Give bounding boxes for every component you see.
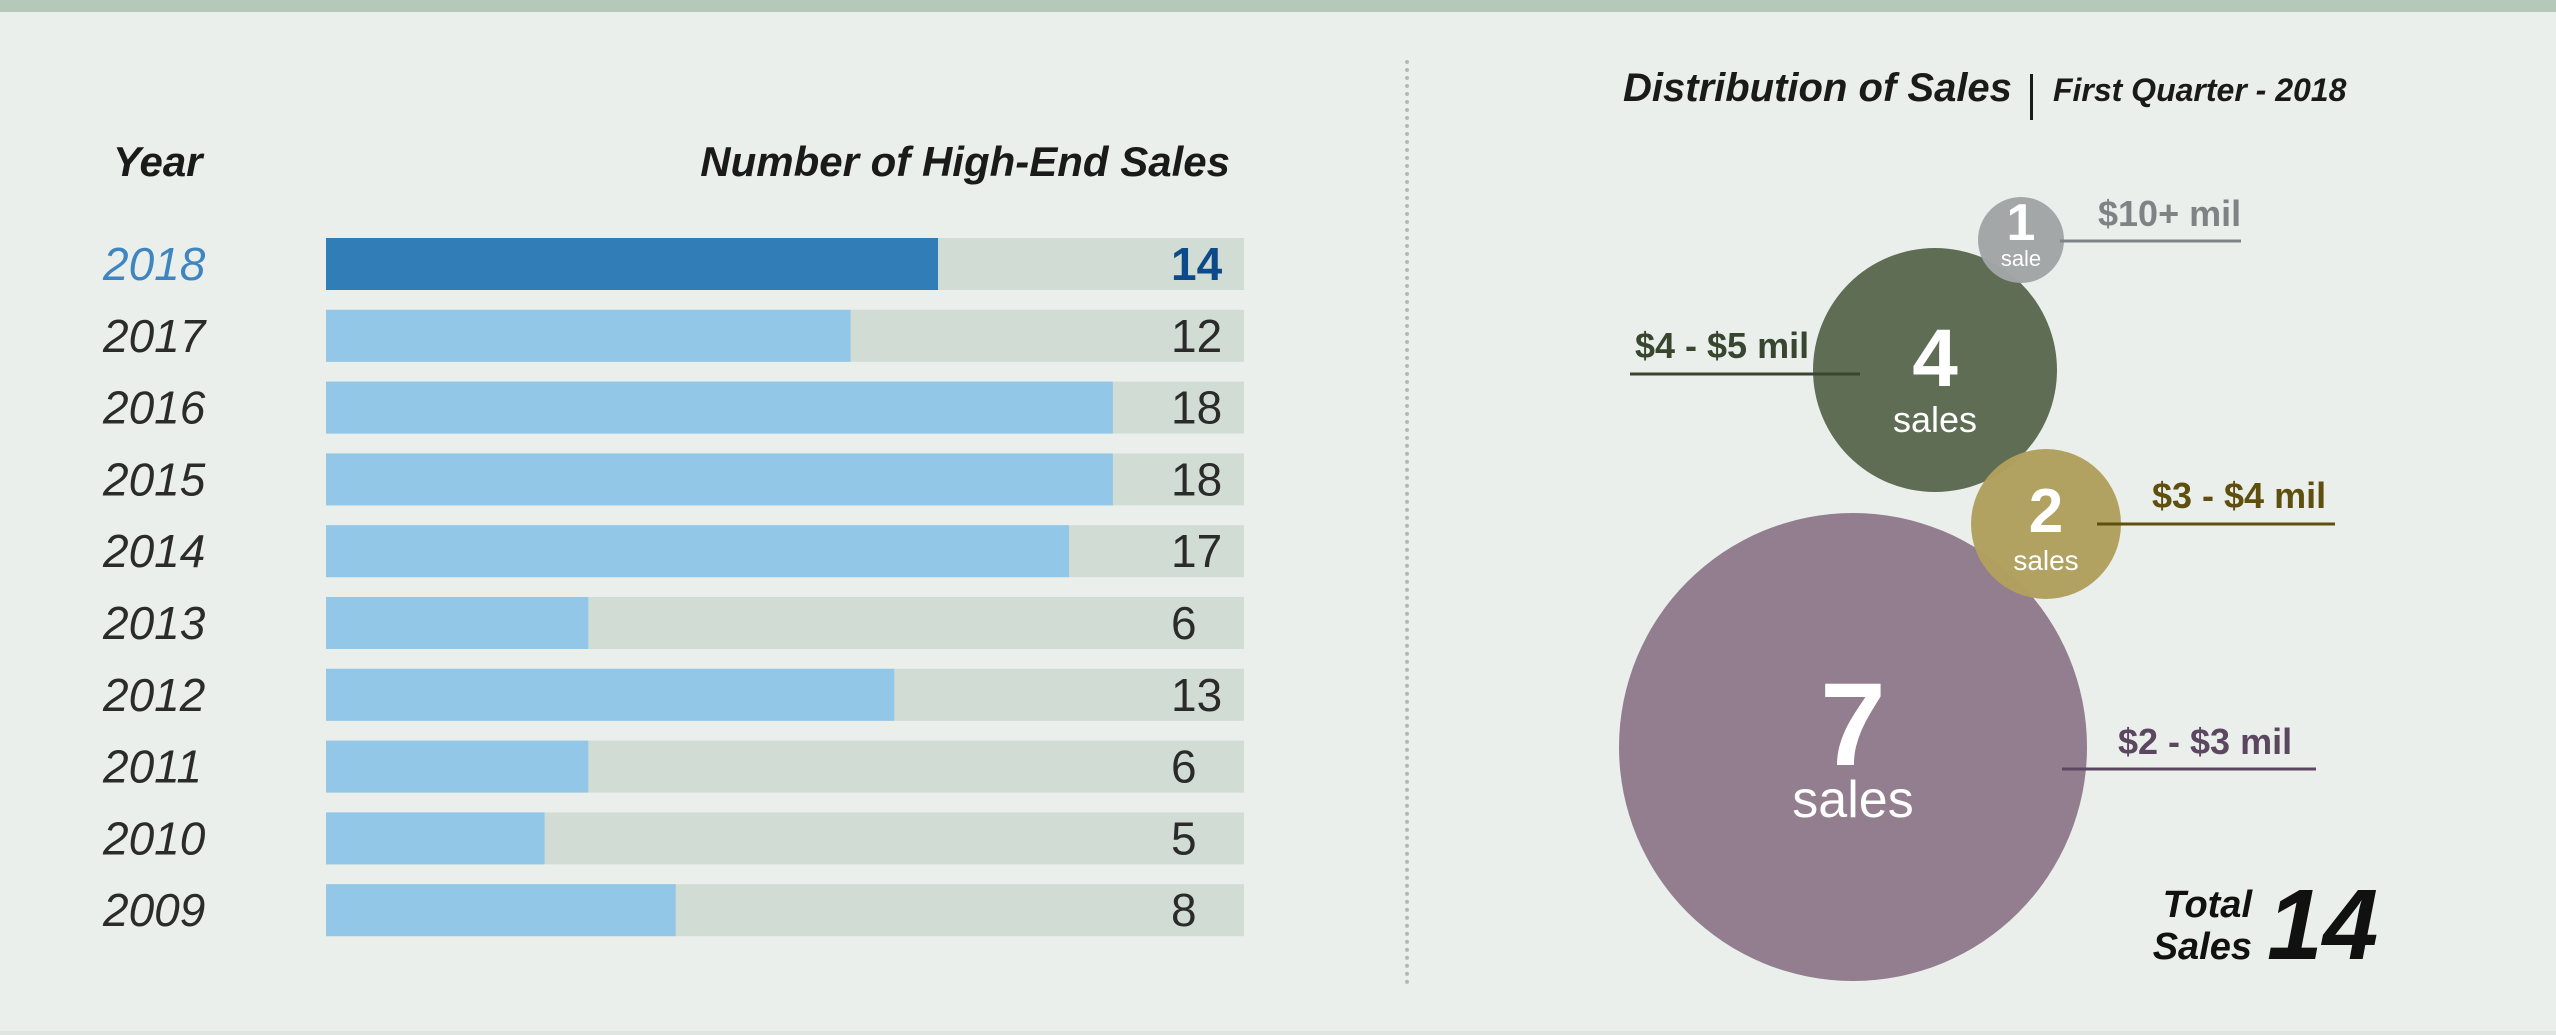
bottom-accent-strip bbox=[0, 1031, 2556, 1035]
year-label: 2015 bbox=[102, 453, 206, 505]
value-label: 8 bbox=[1171, 884, 1197, 936]
year-label: 2009 bbox=[102, 884, 205, 936]
year-label: 2010 bbox=[102, 812, 206, 864]
year-label: 2017 bbox=[102, 310, 207, 362]
total-sales-value: 14 bbox=[2267, 869, 2379, 981]
value-label: 14 bbox=[1171, 238, 1223, 290]
year-label: 2016 bbox=[102, 382, 206, 434]
bar-row-2012: 2012 13 bbox=[102, 668, 1244, 721]
bar bbox=[326, 740, 589, 793]
total-label-line1: Total bbox=[2162, 884, 2252, 926]
range-label: $10+ mil bbox=[2098, 193, 2241, 234]
total-sales-label: Total Sales bbox=[2152, 884, 2252, 968]
distribution-subtitle: First Quarter - 2018 bbox=[2052, 72, 2347, 108]
bubble-circle bbox=[1813, 248, 2057, 492]
bar bbox=[326, 525, 1070, 578]
bubble-count: 7 bbox=[1820, 659, 1886, 791]
value-label: 18 bbox=[1171, 382, 1222, 434]
bar-row-2017: 2017 12 bbox=[102, 309, 1244, 362]
bubble-circle bbox=[1978, 197, 2064, 283]
bar bbox=[326, 238, 938, 290]
bubble-unit: sales bbox=[1792, 771, 1913, 829]
value-label: 6 bbox=[1171, 741, 1197, 793]
bar-row-2009: 2009 8 bbox=[102, 884, 1244, 937]
bubble-count: 1 bbox=[2007, 194, 2036, 252]
distribution-title-text: Distribution of Sales bbox=[1623, 66, 2012, 110]
year-label: 2014 bbox=[102, 525, 205, 577]
high-end-sales-bar-chart: 2018 14 2017 12 2016 18 2015 18 2014 17 2013 6 2012 1… bbox=[102, 238, 1244, 937]
bar bbox=[326, 309, 851, 362]
year-label: 2013 bbox=[102, 597, 206, 649]
value-label: 13 bbox=[1171, 669, 1222, 721]
bar-row-2011: 2011 6 bbox=[102, 740, 1244, 793]
bubble-label-4: $2 - $3 mil bbox=[2062, 721, 2316, 771]
total-label-line2: Sales bbox=[2152, 926, 2252, 968]
bubble-label-3: $3 - $4 mil bbox=[2097, 475, 2335, 526]
bubble-count: 4 bbox=[1912, 313, 1958, 404]
bar bbox=[326, 668, 895, 721]
bar-row-2016: 2016 18 bbox=[102, 381, 1244, 434]
bar-row-2014: 2014 17 bbox=[102, 525, 1244, 578]
value-label: 5 bbox=[1171, 812, 1197, 864]
bubble-circle bbox=[1619, 513, 2087, 981]
bar-row-2015: 2015 18 bbox=[102, 453, 1244, 506]
bubble-label-2: $4 - $5 mil bbox=[1630, 325, 1860, 376]
bar bbox=[326, 884, 676, 937]
panel-divider bbox=[1405, 60, 1409, 985]
year-label: 2011 bbox=[102, 741, 202, 793]
bar bbox=[326, 453, 1113, 506]
bubble-unit: sales bbox=[2013, 545, 2078, 576]
title-separator bbox=[2029, 73, 2033, 120]
bubble-label-1: $10+ mil bbox=[2060, 193, 2241, 243]
bar bbox=[326, 812, 545, 865]
bar-row-2013: 2013 6 bbox=[102, 597, 1244, 649]
year-column-header: Year bbox=[113, 138, 203, 185]
range-label: $3 - $4 mil bbox=[2152, 475, 2326, 516]
range-label: $4 - $5 mil bbox=[1635, 325, 1809, 366]
bubble-count: 2 bbox=[2029, 477, 2063, 546]
distribution-title: Distribution of Sales First Quarter - 201… bbox=[1623, 66, 2346, 120]
bubble-circle bbox=[1971, 449, 2121, 599]
bar bbox=[326, 597, 589, 649]
value-label: 6 bbox=[1171, 597, 1197, 649]
year-label: 2012 bbox=[102, 669, 205, 721]
year-label: 2018 bbox=[102, 238, 206, 290]
value-label: 17 bbox=[1171, 525, 1222, 577]
bar-row-2018: 2018 14 bbox=[102, 238, 1244, 290]
sales-column-header: Number of High-End Sales bbox=[700, 138, 1230, 185]
bubble-unit: sales bbox=[1893, 399, 1977, 440]
bar bbox=[326, 381, 1113, 434]
range-label: $2 - $3 mil bbox=[2118, 721, 2292, 762]
bar-row-2010: 2010 5 bbox=[102, 812, 1244, 865]
bubble-unit: sale bbox=[2001, 246, 2041, 271]
value-label: 12 bbox=[1171, 310, 1222, 362]
value-label: 18 bbox=[1171, 453, 1222, 505]
top-accent-strip bbox=[0, 0, 2556, 12]
